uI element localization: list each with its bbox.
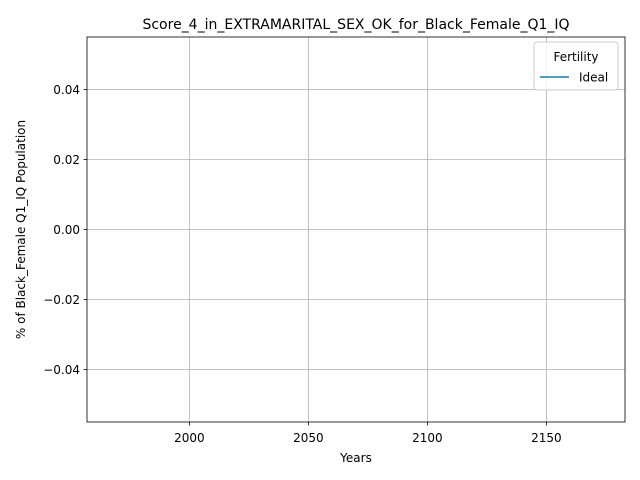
x-tick-label: 2050: [293, 431, 324, 445]
x-tick-label: 2100: [412, 431, 443, 445]
x-tick-label: 2150: [531, 431, 562, 445]
chart-title: Score_4_in_EXTRAMARITAL_SEX_OK_for_Black…: [142, 17, 569, 33]
x-axis-label: Years: [339, 451, 372, 465]
x-tick-label: 2000: [174, 431, 205, 445]
legend-label-ideal: Ideal: [579, 71, 608, 85]
legend: Fertility Ideal: [533, 41, 619, 91]
y-axis-label: % of Black_Female Q1_IQ Population: [14, 120, 28, 339]
legend-title: Fertility: [553, 50, 598, 64]
y-axis-ticks: −0.04 −0.02 0.00 0.02 0.04: [43, 83, 87, 377]
y-tick-label: −0.04: [43, 363, 80, 377]
legend-box: [533, 41, 619, 91]
grid-lines: [87, 37, 625, 422]
y-tick-label: 0.04: [53, 83, 80, 97]
y-tick-label: −0.02: [43, 293, 80, 307]
y-tick-label: 0.00: [53, 223, 80, 237]
x-axis-ticks: 2000 2050 2100 2150: [174, 422, 562, 445]
y-tick-label: 0.02: [53, 153, 80, 167]
